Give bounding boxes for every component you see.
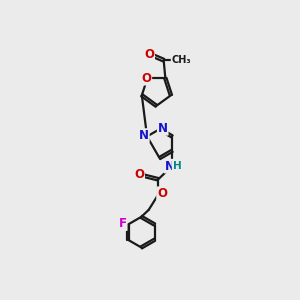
Text: O: O <box>134 168 144 181</box>
Text: N: N <box>158 122 168 135</box>
Text: CH₃: CH₃ <box>172 55 191 65</box>
Text: H: H <box>172 161 181 171</box>
Text: N: N <box>164 160 175 172</box>
Text: O: O <box>157 187 167 200</box>
Text: N: N <box>139 129 149 142</box>
Text: O: O <box>144 48 154 61</box>
Text: F: F <box>119 217 127 230</box>
Text: O: O <box>141 72 151 85</box>
